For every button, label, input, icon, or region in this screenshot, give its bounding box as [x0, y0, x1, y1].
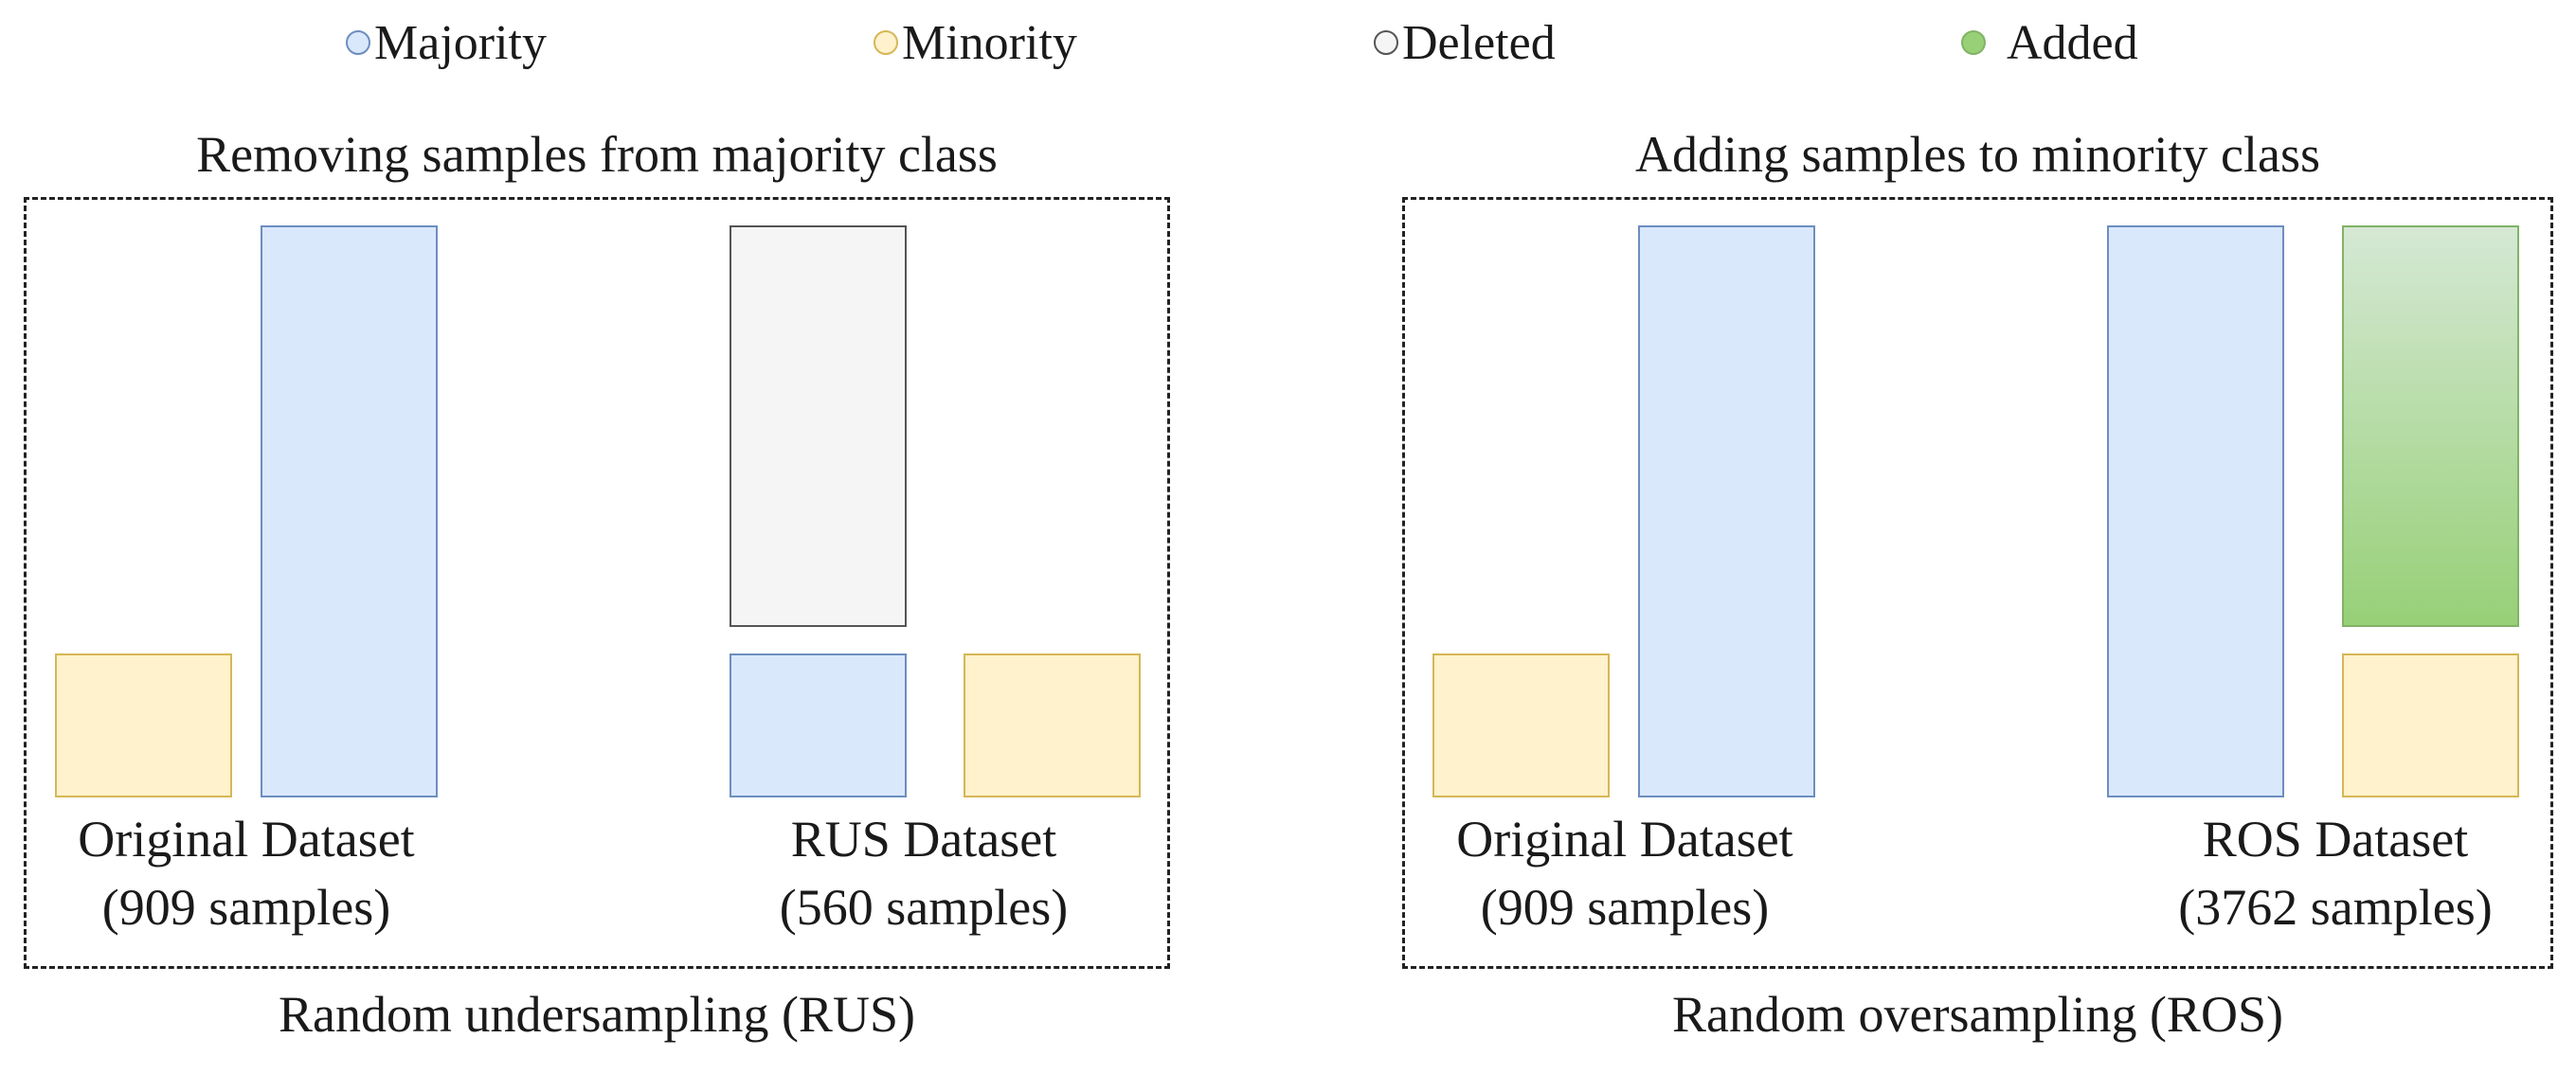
- rus-original-minority-bar: [55, 653, 232, 797]
- ros-panel-frame: [1402, 197, 2553, 969]
- ros-original-name: Original Dataset: [1456, 811, 1793, 868]
- ros-original-count: (909 samples): [1480, 879, 1770, 936]
- rus-original-name: Original Dataset: [78, 811, 415, 868]
- ros-panel-caption: Random oversampling (ROS): [1672, 986, 2283, 1043]
- ros-result-name: ROS Dataset: [2202, 811, 2469, 868]
- legend-item-deleted: Deleted: [1374, 13, 1556, 72]
- rus-result-count: (560 samples): [779, 879, 1069, 936]
- rus-result-label: RUS Dataset (560 samples): [720, 805, 1127, 941]
- rus-panel-caption: Random undersampling (RUS): [279, 986, 915, 1043]
- ros-panel-title: Adding samples to minority class: [1635, 126, 2320, 183]
- added-circle-icon: [1961, 30, 1986, 55]
- legend-item-added: Added: [1961, 13, 2138, 72]
- rus-result-name: RUS Dataset: [790, 811, 1057, 868]
- legend-item-majority: Majority: [346, 13, 547, 72]
- ros-added-bar: [2342, 225, 2519, 627]
- rus-original-majority-bar: [261, 225, 438, 797]
- minority-circle-icon: [874, 30, 898, 55]
- ros-original-majority-bar: [1638, 225, 1815, 797]
- legend-item-minority: Minority: [874, 13, 1077, 72]
- ros-result-label: ROS Dataset (3762 samples): [2122, 805, 2549, 941]
- rus-original-label: Original Dataset (909 samples): [28, 805, 464, 941]
- deleted-circle-icon: [1374, 30, 1398, 55]
- legend-label-deleted: Deleted: [1402, 15, 1556, 70]
- legend-label-minority: Minority: [902, 15, 1077, 70]
- rus-panel-title: Removing samples from majority class: [196, 126, 998, 183]
- rus-panel-frame: [24, 197, 1170, 969]
- rus-result-minority-bar: [964, 653, 1141, 797]
- rus-deleted-bar: [730, 225, 907, 627]
- rus-result-majority-bar: [730, 653, 907, 797]
- ros-result-majority-bar: [2107, 225, 2284, 797]
- rus-original-count: (909 samples): [101, 879, 391, 936]
- majority-circle-icon: [346, 30, 370, 55]
- ros-original-label: Original Dataset (909 samples): [1407, 805, 1843, 941]
- legend-label-majority: Majority: [374, 15, 547, 70]
- ros-result-minority-bar: [2342, 653, 2519, 797]
- ros-result-count: (3762 samples): [2178, 879, 2493, 936]
- legend-label-added: Added: [2007, 15, 2138, 70]
- ros-original-minority-bar: [1432, 653, 1610, 797]
